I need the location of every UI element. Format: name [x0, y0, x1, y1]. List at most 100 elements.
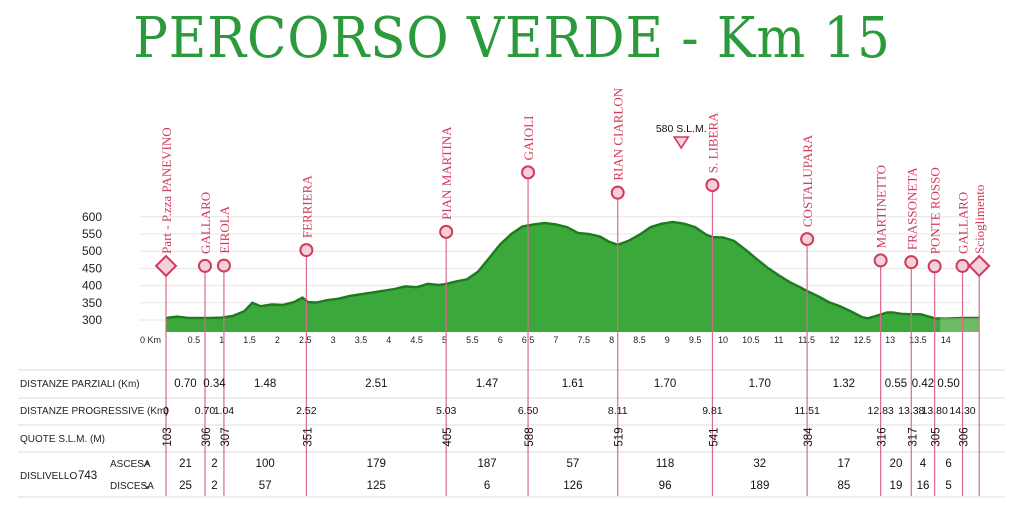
quote-value: 306 — [959, 427, 971, 446]
x-tick-label: 7 — [553, 335, 558, 345]
x-tick-label: 13.5 — [909, 335, 927, 345]
quote-value: 519 — [614, 427, 626, 446]
ascesa-value: 187 — [478, 458, 497, 470]
row-label-quote: QUOTE S.L.M. (M) — [20, 434, 105, 445]
place-label: EIROLA — [217, 205, 232, 253]
dislivello-total: 743 — [78, 470, 97, 482]
ascesa-value: 2 — [211, 458, 217, 470]
row-label-discesa: DISCESA — [110, 481, 154, 492]
ascesa-value: 17 — [837, 458, 850, 470]
ascesa-value: 6 — [945, 458, 951, 470]
x-tick-label: 2 — [275, 335, 280, 345]
partial-distance: 0.34 — [203, 378, 226, 390]
y-tick-label: 600 — [82, 210, 102, 224]
progressive-distance: 12.83 — [867, 405, 893, 417]
x-tick-label: 12.5 — [853, 335, 871, 345]
y-tick-label: 300 — [82, 313, 102, 327]
quote-value: 306 — [201, 427, 213, 446]
progressive-distance: 5.03 — [436, 405, 457, 417]
quote-value: 103 — [162, 427, 174, 446]
x-tick-label: 3.5 — [355, 335, 368, 345]
y-tick-label: 450 — [82, 261, 102, 275]
ascesa-value: 118 — [656, 458, 674, 470]
x-tick-label: 3 — [331, 335, 336, 345]
quote-value: 405 — [442, 427, 454, 446]
partial-distance: 1.61 — [562, 378, 584, 390]
x-tick-label: 5 — [442, 335, 447, 345]
x-tick-label: 12 — [829, 335, 839, 345]
ascesa-value: 20 — [890, 458, 903, 470]
progressive-distance: 2.52 — [296, 405, 317, 417]
partial-distance: 1.32 — [833, 378, 855, 390]
place-pin-icon — [904, 255, 919, 270]
row-label-ascesa: ASCESA — [110, 459, 151, 470]
partial-distance: 0.55 — [885, 378, 907, 390]
y-tick-label: 550 — [82, 227, 102, 241]
place-pin-icon — [439, 224, 454, 239]
progressive-distance: 11.51 — [794, 405, 820, 417]
place-pin-icon — [800, 232, 815, 247]
x-tick-label: 14 — [941, 335, 951, 345]
progressive-distance: 13.38 — [898, 405, 924, 417]
progressive-distance: 0.70 — [195, 405, 216, 417]
summit-label: 580 S.L.M. — [656, 123, 707, 135]
x-tick-label: 0.5 — [188, 335, 201, 345]
row-label-partial: DISTANZE PARZIALI (Km) — [20, 379, 140, 390]
discesa-value: 189 — [750, 480, 769, 492]
ascesa-arrow-icon: ↗ — [142, 459, 150, 469]
x-tick-label: 9 — [665, 335, 670, 345]
discesa-value: 5 — [945, 480, 951, 492]
discesa-arrow-icon: ↘ — [142, 481, 150, 491]
progressive-distance: 9.81 — [702, 405, 723, 417]
quote-value: 317 — [907, 427, 919, 446]
ascesa-value: 179 — [367, 458, 386, 470]
discesa-value: 126 — [563, 480, 582, 492]
partial-distance: 1.48 — [254, 378, 276, 390]
progressive-distance: 14.30 — [949, 405, 975, 417]
discesa-value: 19 — [890, 480, 903, 492]
quote-value: 351 — [302, 427, 314, 446]
x-tick-label: 13 — [885, 335, 895, 345]
place-label: COSTALUPARA — [800, 134, 815, 227]
place-label: GALLARO — [956, 192, 971, 254]
partial-distance: 0.50 — [937, 378, 959, 390]
place-pin-icon — [927, 259, 942, 274]
elevation-end-segment — [940, 317, 980, 332]
ascesa-value: 100 — [256, 458, 275, 470]
x-tick-label: 10.5 — [742, 335, 760, 345]
row-label-dislivello: DISLIVELLO — [20, 471, 77, 482]
place-label: GAIOLI — [521, 116, 536, 161]
partial-distance: 1.70 — [654, 378, 676, 390]
x-tick-label: 9.5 — [689, 335, 702, 345]
x-tick-label: 5.5 — [466, 335, 479, 345]
discesa-value: 85 — [837, 480, 850, 492]
discesa-value: 6 — [484, 480, 490, 492]
partial-distance: 1.70 — [749, 378, 771, 390]
summit-triangle-icon — [672, 136, 690, 150]
y-tick-label: 350 — [82, 296, 102, 310]
place-label: S. LIBERA — [705, 112, 720, 173]
elevation-area — [166, 222, 980, 332]
place-diamond-icon — [967, 254, 991, 278]
elevation-line — [165, 220, 980, 320]
quote-value: 384 — [803, 427, 815, 447]
progressive-distance: 8.11 — [608, 405, 628, 417]
x-tick-label: 6 — [498, 335, 503, 345]
place-pin-icon — [955, 258, 970, 273]
progressive-distance: 1.04 — [214, 405, 235, 417]
place-label: GALLARO — [198, 192, 213, 254]
ascesa-value: 21 — [179, 458, 192, 470]
progressive-distance: 13.80 — [922, 405, 948, 417]
place-pin-icon — [299, 243, 314, 258]
place-pin-icon — [197, 258, 212, 273]
discesa-value: 2 — [211, 480, 217, 492]
progressive-distance: 6.50 — [518, 405, 539, 417]
discesa-value: 57 — [259, 480, 272, 492]
discesa-value: 25 — [179, 480, 192, 492]
place-pin-icon — [705, 178, 720, 193]
place-pin-icon — [521, 165, 536, 180]
x-tick-label: 10 — [718, 335, 728, 345]
x-tick-label: 2.5 — [299, 335, 312, 345]
place-label: RIAN CIARLON — [611, 87, 626, 180]
